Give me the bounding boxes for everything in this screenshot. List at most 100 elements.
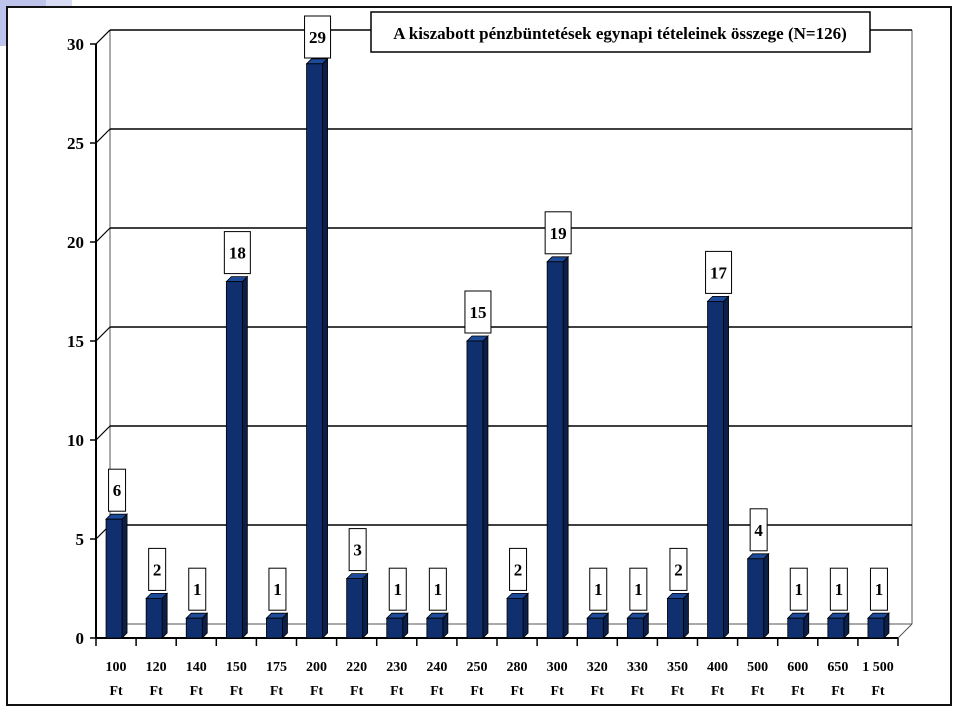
- data-label-box: [348, 528, 367, 572]
- bar-side: [241, 275, 248, 639]
- bar-front: [105, 518, 123, 639]
- data-label-text: 1: [594, 580, 603, 599]
- data-label-box: [188, 567, 207, 611]
- gridline-diagonal: [95, 29, 111, 45]
- chart-title: A kiszabott pénzbüntetések egynapi tétel…: [393, 24, 847, 43]
- bar: [786, 612, 810, 639]
- data-label-text: 17: [710, 263, 728, 282]
- data-label-text: 1: [273, 580, 282, 599]
- bar-side: [362, 572, 369, 639]
- bar-front: [867, 617, 885, 639]
- data-label-box: [148, 547, 167, 591]
- x-tick-label: Ft: [109, 684, 123, 699]
- bar-side: [161, 592, 168, 639]
- bars: [105, 57, 890, 639]
- data-label: 1: [388, 567, 407, 611]
- bar-side: [683, 592, 689, 639]
- data-label-box: [749, 508, 768, 552]
- data-label: 2: [148, 547, 167, 591]
- data-label-box: [705, 250, 733, 294]
- bar: [546, 255, 570, 639]
- data-label-box: [268, 567, 287, 611]
- bar-front: [426, 617, 444, 639]
- data-label-text: 1: [394, 580, 403, 599]
- x-tick-label: Ft: [230, 684, 244, 699]
- data-label-box: [629, 567, 648, 611]
- gridline-diagonal: [95, 425, 111, 441]
- x-tick-label: 300: [547, 660, 568, 675]
- bar-front: [266, 617, 283, 639]
- data-labels: 6 2 1 18 1 29 3 1 1 15 2 19 1 1 2 17 4 1 1 1: [108, 15, 888, 611]
- bar: [826, 612, 850, 639]
- y-tick-label: 25: [67, 134, 84, 153]
- data-label: 19: [544, 211, 572, 255]
- x-tick-label: Ft: [631, 684, 645, 699]
- data-label: 1: [268, 567, 287, 611]
- data-label: 15: [464, 290, 492, 334]
- bar-front: [667, 598, 684, 639]
- data-label-text: 2: [674, 560, 683, 579]
- y-axis: 0 5 10 15 20 25 30: [67, 35, 97, 648]
- x-tick-label: 240: [426, 660, 447, 675]
- bar-front: [787, 617, 805, 639]
- bar-front: [466, 340, 484, 639]
- x-tick-label: 320: [587, 660, 608, 675]
- bar-front: [707, 300, 724, 639]
- x-tick-label: Ft: [310, 684, 324, 699]
- y-tick-label: 15: [67, 332, 84, 351]
- data-label: 1: [428, 567, 447, 611]
- plot-walls: [95, 29, 913, 639]
- data-label-box: [789, 567, 808, 611]
- data-label: 1: [629, 567, 648, 611]
- data-label: 1: [869, 567, 888, 611]
- bar-front: [225, 281, 243, 639]
- bar-side: [723, 295, 729, 639]
- bar-side: [121, 513, 128, 639]
- data-label-text: 18: [229, 244, 246, 263]
- x-tick-label: 1 500: [862, 660, 894, 675]
- data-label-text: 29: [309, 28, 326, 47]
- bar-side: [482, 335, 489, 639]
- x-tick-label: 200: [306, 660, 327, 675]
- x-tick-label: Ft: [510, 684, 524, 699]
- bar-front: [145, 598, 163, 639]
- data-label-box: [108, 468, 127, 512]
- data-label-box: [388, 567, 407, 611]
- floor-right-edge: [897, 623, 913, 639]
- bar: [666, 592, 690, 639]
- data-label: 17: [705, 250, 733, 294]
- bar-front: [626, 617, 644, 639]
- x-tick-label: Ft: [871, 684, 885, 699]
- data-label-text: 1: [634, 580, 643, 599]
- x-tick-label: 400: [707, 660, 728, 675]
- x-tick-label: 150: [226, 660, 247, 675]
- bar-front: [586, 617, 604, 639]
- data-label-text: 3: [353, 541, 362, 560]
- data-label-text: 1: [795, 580, 804, 599]
- x-tick-label: Ft: [551, 684, 565, 699]
- data-label-box: [428, 567, 447, 611]
- data-label-box: [509, 547, 528, 591]
- bar: [225, 275, 249, 639]
- x-tick-label: Ft: [591, 684, 605, 699]
- bar: [425, 612, 449, 639]
- data-label-box: [464, 290, 492, 334]
- x-tick-label: 500: [747, 660, 768, 675]
- y-tick-label: 5: [76, 530, 85, 549]
- bar: [345, 572, 369, 639]
- data-label: 1: [589, 567, 608, 611]
- y-tick-label: 0: [76, 629, 85, 648]
- chart-title-box: A kiszabott pénzbüntetések egynapi tétel…: [370, 11, 871, 53]
- data-label: 1: [188, 567, 207, 611]
- bar: [145, 592, 169, 639]
- bar-front: [546, 261, 564, 639]
- gridlines: [95, 29, 912, 540]
- data-label-text: 6: [113, 481, 122, 500]
- x-tick-label: 250: [466, 660, 487, 675]
- gridline-diagonal: [95, 128, 111, 144]
- x-axis: 100 Ft 120 Ft 140 Ft 150 Ft 175 Ft 200 Ft 220 Ft 230 Ft…: [95, 637, 899, 699]
- x-tick-label: 330: [627, 660, 648, 675]
- x-tick-label: 230: [386, 660, 407, 675]
- gridline-diagonal: [95, 326, 111, 342]
